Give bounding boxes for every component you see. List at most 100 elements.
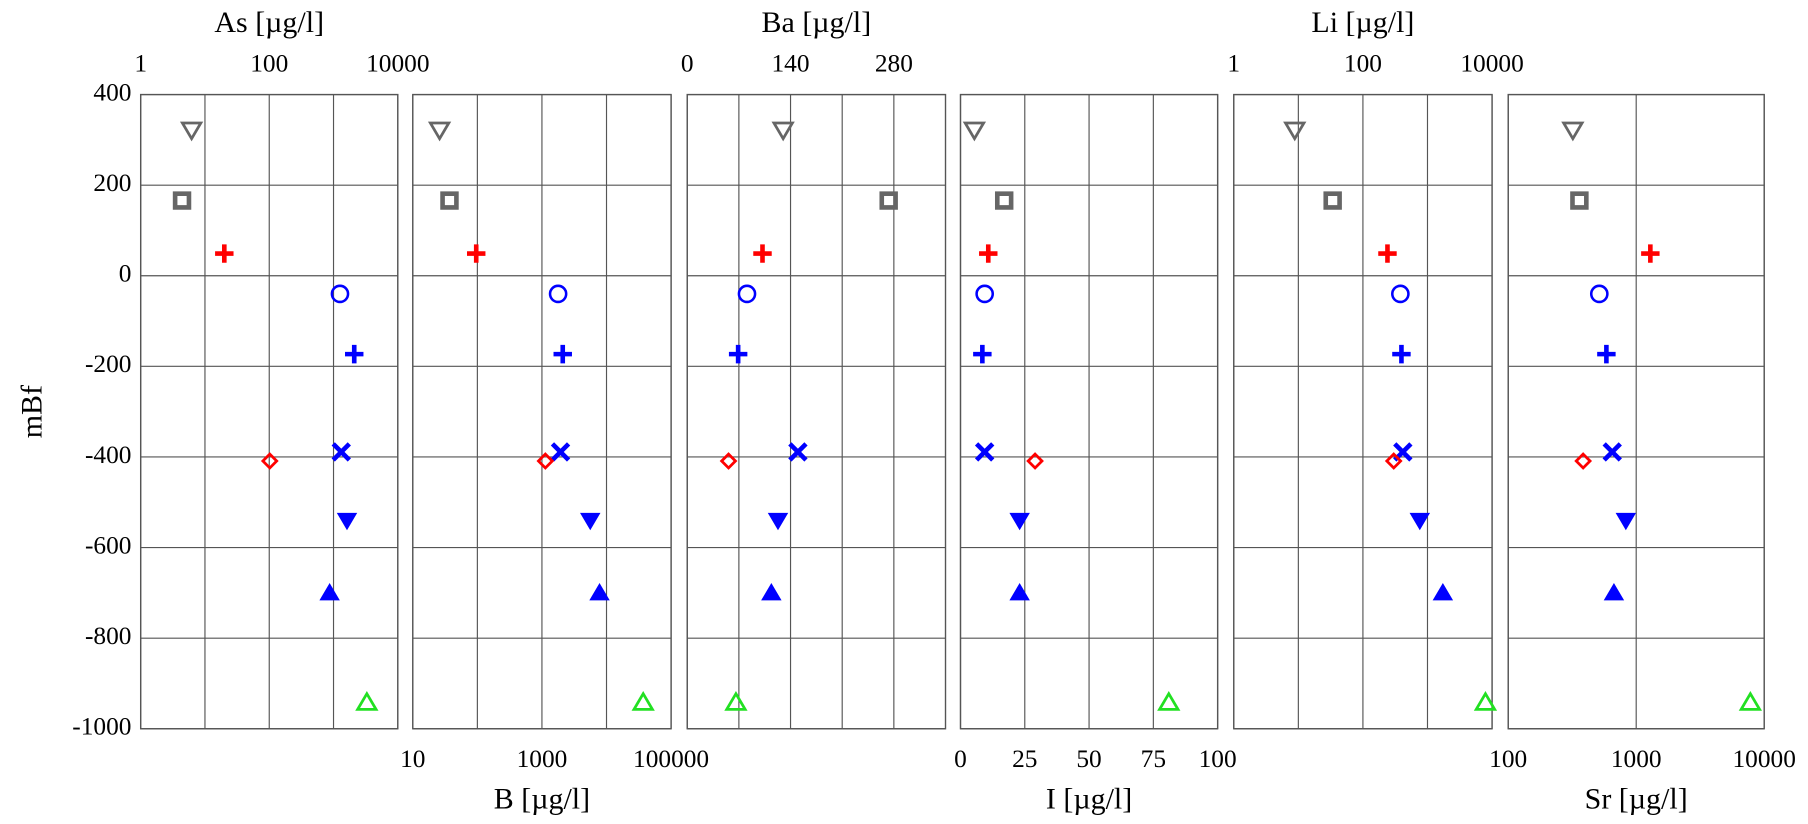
- data-point: [427, 121, 452, 142]
- data-point: [1561, 121, 1585, 142]
- plot-frame: [959, 93, 1219, 730]
- x-tick-label: 140: [772, 50, 810, 78]
- data-point: [1026, 452, 1044, 470]
- data-point: [260, 452, 279, 470]
- data-point: [1574, 452, 1593, 470]
- y-axis-title: mBf: [15, 385, 48, 438]
- data-point: [1589, 284, 1609, 304]
- data-point: [1009, 512, 1030, 531]
- y-tick-label: -600: [85, 531, 131, 559]
- data-point: [336, 512, 358, 531]
- data-point: [1409, 512, 1431, 531]
- data-point: [719, 452, 738, 470]
- x-axis-title: Li [µg/l]: [1311, 6, 1414, 39]
- data-point: [788, 442, 808, 462]
- data-point: [1378, 244, 1397, 263]
- data-point: [179, 121, 204, 142]
- x-axis-title: I [µg/l]: [1046, 782, 1132, 815]
- data-point: [1157, 690, 1181, 711]
- data-point: [975, 284, 995, 304]
- data-point: [1603, 582, 1625, 601]
- data-point: [345, 344, 364, 364]
- x-tick-label: 1: [1227, 50, 1240, 78]
- x-tick-label: 100: [250, 50, 288, 78]
- x-tick-label: 0: [681, 50, 694, 78]
- data-point: [771, 121, 795, 142]
- plot-frame: [1233, 93, 1493, 730]
- data-point: [724, 690, 748, 711]
- y-tick-label: 0: [119, 260, 132, 288]
- data-point: [331, 442, 351, 462]
- y-tick-label: -400: [85, 441, 131, 469]
- data-point: [1738, 690, 1763, 711]
- data-point: [1615, 512, 1637, 531]
- y-tick-label: -800: [85, 622, 131, 650]
- plot-frame: [1507, 93, 1765, 730]
- data-point: [319, 582, 340, 601]
- y-tick-label: -200: [85, 350, 131, 378]
- data-point: [753, 244, 772, 263]
- x-tick-label: 1000: [1611, 745, 1662, 773]
- data-point: [1570, 191, 1589, 210]
- x-tick-label: 1: [134, 50, 147, 78]
- data-point: [973, 344, 992, 364]
- x-tick-label: 10000: [1460, 50, 1523, 78]
- x-tick-label: 10000: [366, 50, 429, 78]
- data-point: [1597, 344, 1616, 364]
- plot-frame: [139, 93, 399, 730]
- data-point: [172, 191, 192, 210]
- y-tick-label: -1000: [72, 713, 131, 741]
- x-tick-label: 75: [1141, 745, 1166, 773]
- data-point: [1391, 284, 1410, 304]
- plot-frame: [686, 93, 947, 730]
- x-tick-label: 100000: [633, 745, 709, 773]
- x-tick-label: 100: [1489, 745, 1527, 773]
- x-tick-label: 100: [1344, 50, 1382, 78]
- data-point: [979, 244, 998, 263]
- x-tick-label: 280: [875, 50, 913, 78]
- data-point: [550, 442, 571, 462]
- data-point: [974, 442, 995, 462]
- data-point: [548, 284, 568, 304]
- x-axis-title: Sr [µg/l]: [1585, 782, 1688, 815]
- x-axis-title: As [µg/l]: [214, 6, 324, 39]
- data-point: [589, 582, 610, 601]
- data-point: [962, 121, 987, 142]
- data-point: [1283, 121, 1307, 142]
- data-point: [330, 284, 350, 304]
- data-point: [994, 191, 1014, 210]
- x-tick-label: 0: [954, 745, 967, 773]
- data-point: [737, 284, 757, 304]
- x-tick-label: 10: [400, 745, 425, 773]
- data-point: [761, 582, 782, 601]
- data-point: [536, 452, 555, 470]
- data-point: [466, 244, 486, 263]
- data-point: [1384, 452, 1403, 470]
- data-point: [1009, 582, 1030, 601]
- data-point: [631, 690, 655, 711]
- x-tick-label: 100: [1199, 745, 1237, 773]
- x-tick-label: 25: [1012, 745, 1037, 773]
- x-tick-label: 1000: [517, 745, 568, 773]
- plot-frame: [412, 93, 672, 730]
- data-point: [580, 512, 601, 531]
- data-point: [215, 244, 234, 263]
- data-point: [1432, 582, 1454, 601]
- data-point: [1323, 191, 1342, 210]
- y-tick-label: 400: [93, 78, 131, 106]
- data-point: [879, 191, 898, 210]
- x-tick-label: 10000: [1732, 745, 1795, 773]
- data-point: [1473, 690, 1498, 711]
- data-point: [440, 191, 459, 210]
- x-tick-label: 50: [1076, 745, 1101, 773]
- data-point: [1392, 344, 1411, 364]
- data-point: [355, 690, 379, 711]
- data-point: [1641, 244, 1660, 263]
- data-point: [1602, 442, 1622, 462]
- data-point: [553, 344, 572, 364]
- x-axis-title: B [µg/l]: [494, 782, 590, 815]
- x-axis-title: Ba [µg/l]: [762, 6, 872, 39]
- data-point: [728, 344, 748, 364]
